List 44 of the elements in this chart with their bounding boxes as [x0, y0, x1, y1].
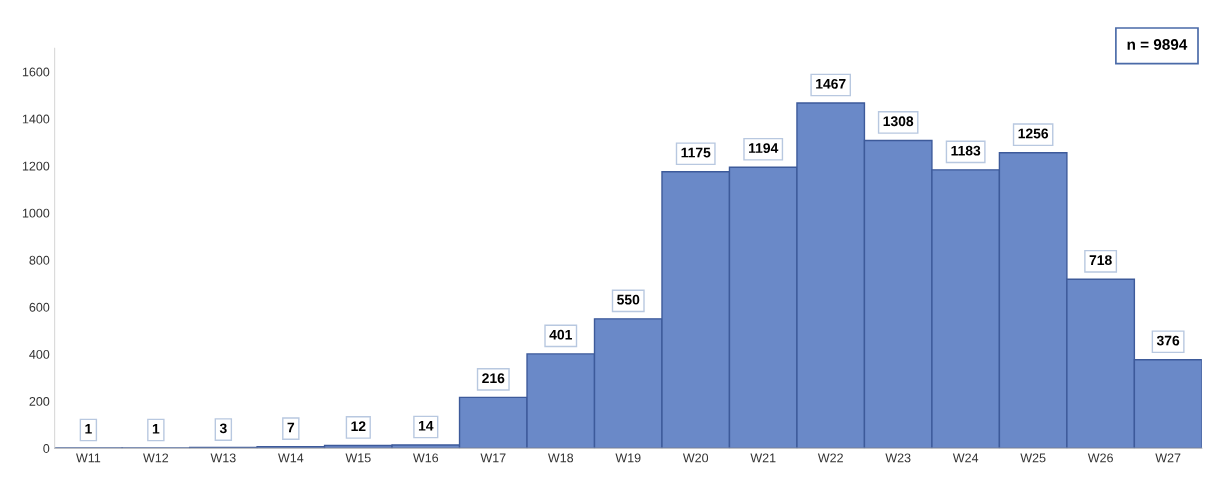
x-tick-label: W12 — [143, 453, 169, 463]
x-tick-label: W11 — [76, 453, 101, 463]
x-tick-label: W17 — [480, 453, 506, 463]
x-tick-label: W24 — [952, 453, 979, 463]
x-tick-label: W19 — [615, 453, 641, 463]
x-tick-label: W26 — [1087, 453, 1113, 463]
data-label: 718 — [1089, 255, 1112, 266]
data-label: 1256 — [1018, 128, 1049, 139]
x-tick-label: W23 — [885, 453, 911, 463]
data-label: 376 — [1156, 335, 1180, 346]
data-label: 550 — [617, 294, 640, 305]
data-label: 1183 — [951, 145, 981, 156]
data-label: 1175 — [681, 147, 711, 158]
data-label: 3 — [219, 423, 227, 434]
data-label: 1 — [152, 424, 160, 434]
x-tick-label: W18 — [547, 453, 574, 463]
x-tick-label: W15 — [345, 453, 371, 463]
data-label: 1308 — [883, 116, 914, 127]
y-tick-label: 1200 — [22, 161, 50, 171]
x-tick-label: W21 — [750, 453, 776, 463]
data-label: 1 — [85, 424, 92, 434]
y-tick-label: 800 — [29, 255, 50, 265]
x-tick-label: W22 — [817, 453, 843, 463]
y-tick-label: 1600 — [22, 67, 50, 77]
annotation: n = 9894 — [1127, 39, 1188, 50]
y-tick-label: 600 — [29, 302, 50, 312]
y-tick-label: 1400 — [22, 114, 50, 124]
y-tick-label: 400 — [29, 349, 50, 359]
data-label: 14 — [418, 421, 434, 431]
x-tick-label: W14 — [278, 453, 304, 463]
y-tick-label: 200 — [29, 396, 50, 406]
y-tick-label: 0 — [43, 444, 50, 453]
x-tick-label: W20 — [682, 453, 709, 463]
data-label: 1467 — [816, 78, 846, 89]
y-tick-label: 1000 — [22, 208, 50, 218]
x-tick-label: W25 — [1020, 453, 1046, 463]
x-tick-label: W27 — [1155, 453, 1181, 463]
data-label: 12 — [351, 421, 366, 432]
data-label: 1194 — [749, 143, 779, 153]
data-label: 216 — [482, 373, 505, 384]
x-tick-label: W16 — [413, 453, 439, 463]
x-tick-label: W13 — [210, 453, 236, 463]
data-label: 7 — [287, 422, 295, 433]
data-label: 401 — [549, 329, 572, 340]
